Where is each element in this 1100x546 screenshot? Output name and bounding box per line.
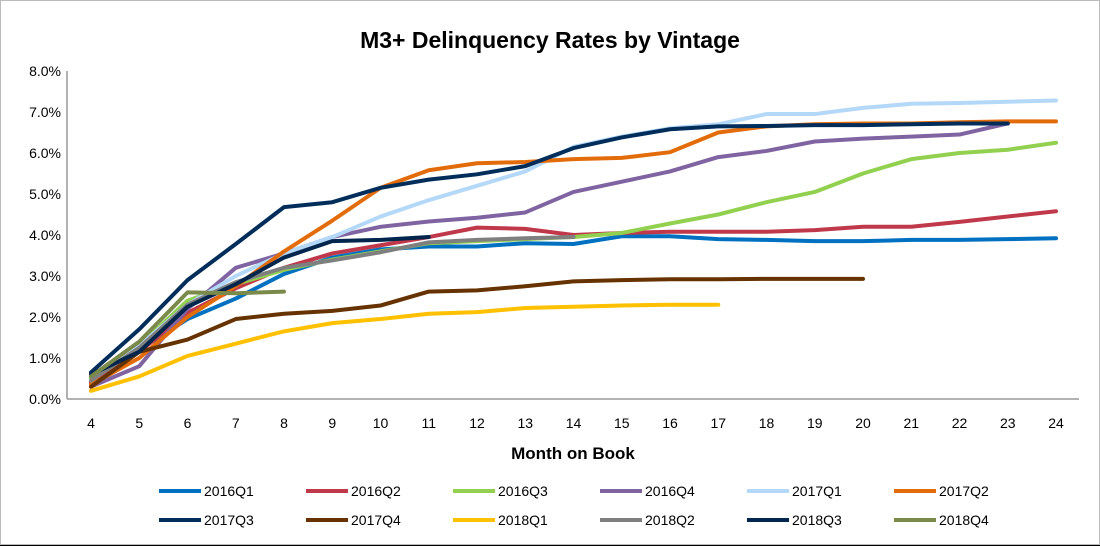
x-tick-label: 11 — [421, 415, 436, 431]
legend-label: 2018Q4 — [939, 512, 989, 528]
legend-item-2017Q4: 2017Q4 — [306, 512, 401, 528]
legend-item-2016Q1: 2016Q1 — [159, 483, 254, 499]
x-tick-label: 8 — [280, 415, 288, 431]
y-tick-label: 0.0% — [29, 391, 61, 407]
x-tick-label: 22 — [952, 415, 968, 431]
y-tick-label: 7.0% — [29, 104, 61, 120]
legend-item-2018Q2: 2018Q2 — [600, 512, 695, 528]
series-line-2016Q4 — [89, 121, 1010, 389]
x-tick-label: 18 — [759, 415, 775, 431]
x-tick-label: 13 — [517, 415, 533, 431]
series-line-2017Q4 — [89, 276, 865, 389]
legend-label: 2018Q3 — [792, 512, 842, 528]
series-line-2018Q1 — [89, 302, 721, 393]
legend-item-2018Q3: 2018Q3 — [747, 512, 842, 528]
legend-label: 2016Q1 — [204, 483, 254, 499]
legend-item-2018Q4: 2018Q4 — [894, 512, 989, 528]
x-tick-label: 7 — [232, 415, 240, 431]
x-tick-label: 17 — [710, 415, 726, 431]
legend-label: 2016Q2 — [351, 483, 401, 499]
x-tick-label: 6 — [184, 415, 192, 431]
x-tick-label: 5 — [135, 415, 143, 431]
x-tick-label: 12 — [469, 415, 485, 431]
legend-label: 2016Q3 — [498, 483, 548, 499]
x-tick-label: 9 — [328, 415, 336, 431]
y-tick-label: 8.0% — [29, 63, 61, 79]
y-tick-label: 2.0% — [29, 309, 61, 325]
x-tick-label: 21 — [903, 415, 919, 431]
x-tick-label: 23 — [1000, 415, 1016, 431]
legend-item-2018Q1: 2018Q1 — [453, 512, 548, 528]
series-line-2018Q3 — [89, 235, 431, 377]
legend-item-2017Q1: 2017Q1 — [747, 483, 842, 499]
x-tick-label: 24 — [1048, 415, 1064, 431]
y-tick-label: 4.0% — [29, 227, 61, 243]
series-line-2018Q4 — [89, 289, 286, 379]
x-axis-label: Month on Book — [511, 444, 635, 463]
y-tick-label: 1.0% — [29, 350, 61, 366]
series-line-2016Q1 — [89, 234, 1058, 381]
x-tick-label: 16 — [662, 415, 678, 431]
x-tick-label: 4 — [87, 415, 95, 431]
legend-label: 2018Q2 — [645, 512, 695, 528]
legend-label: 2017Q4 — [351, 512, 401, 528]
legend-label: 2018Q1 — [498, 512, 548, 528]
legend-label: 2017Q2 — [939, 483, 989, 499]
legend-item-2016Q4: 2016Q4 — [600, 483, 695, 499]
y-tick-label: 5.0% — [29, 186, 61, 202]
legend-item-2017Q3: 2017Q3 — [159, 512, 254, 528]
chart-title: M3+ Delinquency Rates by Vintage — [360, 27, 740, 53]
legend-item-2016Q3: 2016Q3 — [453, 483, 548, 499]
x-tick-label: 15 — [614, 415, 630, 431]
y-tick-label: 6.0% — [29, 145, 61, 161]
y-tick-label: 3.0% — [29, 268, 61, 284]
x-tick-label: 10 — [373, 415, 389, 431]
x-tick-label: 20 — [855, 415, 871, 431]
x-tick-label: 14 — [566, 415, 582, 431]
x-tick-label: 19 — [807, 415, 823, 431]
series-line-2017Q3 — [89, 121, 1010, 375]
legend-label: 2017Q1 — [792, 483, 842, 499]
legend-item-2017Q2: 2017Q2 — [894, 483, 989, 499]
legend-label: 2017Q3 — [204, 512, 254, 528]
legend-label: 2016Q4 — [645, 483, 695, 499]
legend-item-2016Q2: 2016Q2 — [306, 483, 401, 499]
